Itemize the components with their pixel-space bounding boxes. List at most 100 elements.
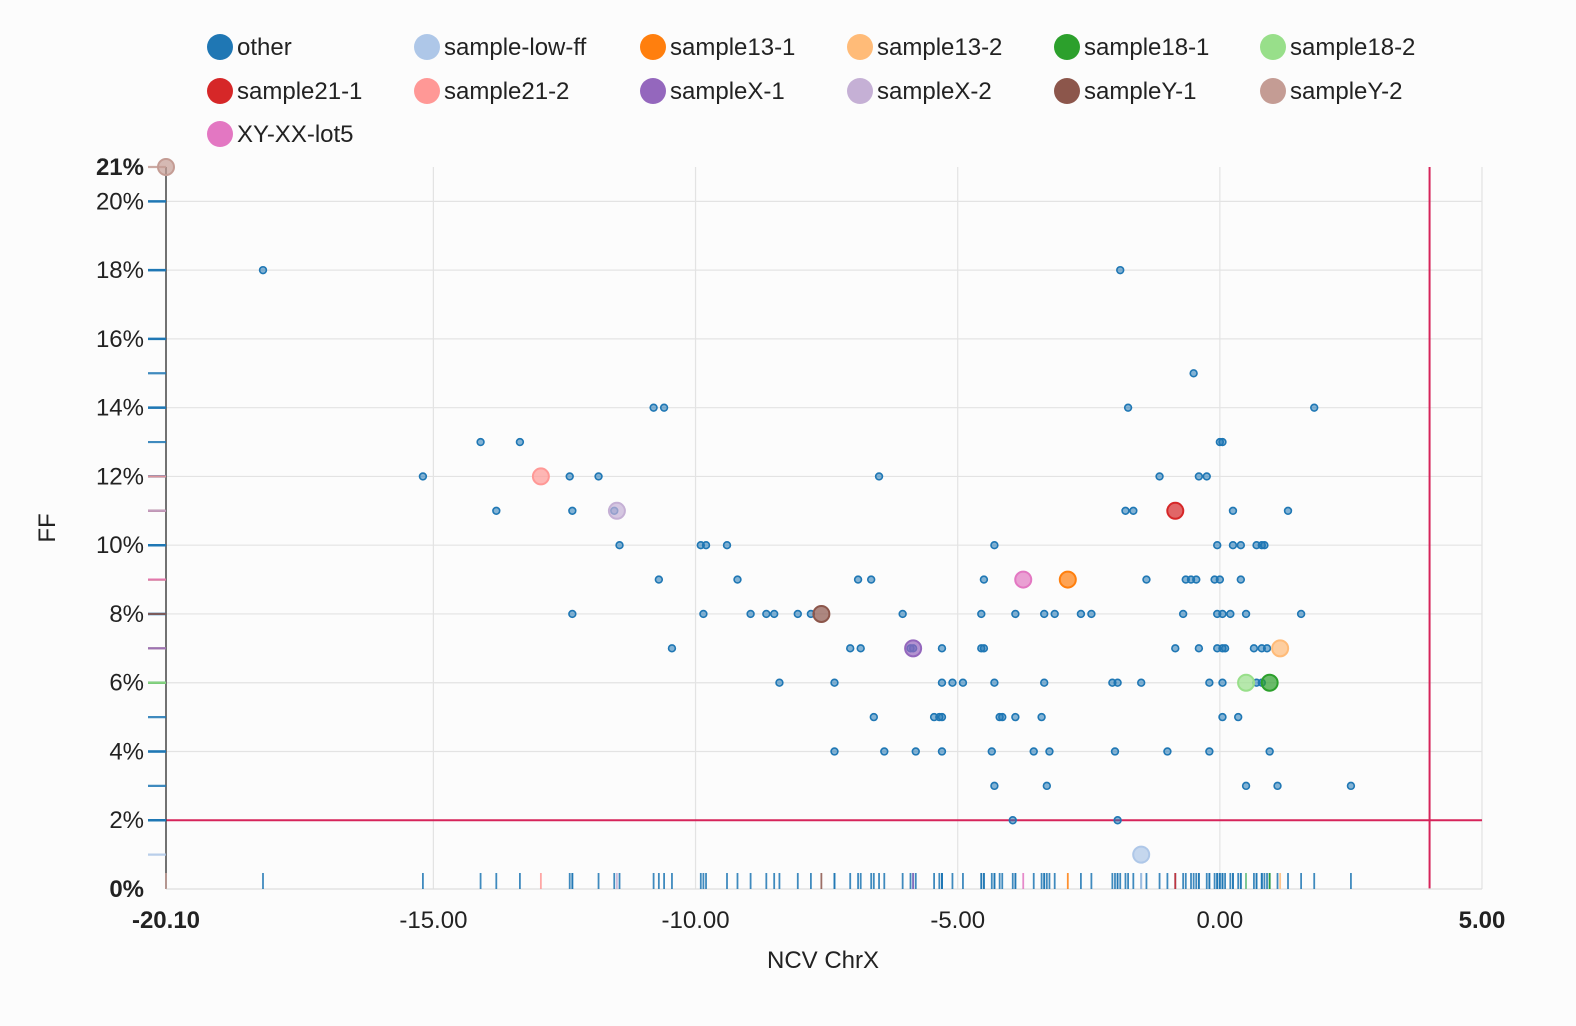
- data-point: [1218, 712, 1227, 722]
- data-point: [1011, 609, 1020, 619]
- data-point: [1011, 712, 1020, 722]
- data-point: [1205, 678, 1214, 687]
- data-point: [1137, 678, 1146, 687]
- data-point: [769, 609, 779, 619]
- y-tick-label: 14%: [96, 395, 144, 422]
- y-tick-label: 4%: [109, 738, 144, 765]
- data-point: [866, 575, 876, 584]
- data-point: [1155, 472, 1164, 481]
- x-tick-label: -20.10: [132, 907, 200, 934]
- x-tick-label: -15.00: [399, 907, 467, 934]
- legend-label: other: [237, 34, 292, 61]
- data-point: [1189, 369, 1198, 378]
- data-point: [1346, 781, 1356, 791]
- data-point: [937, 747, 947, 756]
- data-point: [1218, 678, 1227, 687]
- data-point: [1110, 747, 1120, 756]
- data-point: [898, 609, 907, 619]
- data-point: [722, 540, 732, 550]
- legend-swatch: [847, 78, 873, 104]
- data-point: [1213, 540, 1222, 550]
- data-point: [1113, 678, 1122, 687]
- legend-label: sample18-2: [1290, 34, 1415, 61]
- data-point: [793, 609, 802, 619]
- data-point: [1273, 781, 1282, 791]
- data-point: [987, 747, 996, 756]
- data-point: [1233, 712, 1243, 722]
- data-points: [157, 158, 1356, 864]
- data-point: [1283, 506, 1293, 516]
- legend-label: sampleX-2: [877, 78, 992, 105]
- data-point: [1228, 540, 1238, 550]
- data-point: [492, 506, 501, 516]
- data-point: [853, 575, 863, 584]
- legend-swatch: [640, 78, 666, 104]
- data-point: [1265, 747, 1274, 756]
- data-point: [649, 403, 658, 412]
- sample-point: [812, 604, 831, 623]
- data-point: [1008, 816, 1017, 825]
- legend-swatch: [847, 34, 873, 60]
- data-point: [1042, 781, 1052, 791]
- data-point: [1194, 472, 1204, 481]
- legend-label: sample18-1: [1084, 34, 1209, 61]
- y-tick-label: 8%: [109, 601, 144, 628]
- data-point: [476, 437, 485, 447]
- axes: -20.10 -15.00 -10.00 -5.00 0.00 5.00 0% 2% 4% 6% 8…: [96, 154, 1505, 934]
- data-point: [1205, 747, 1214, 756]
- y-tick-label: 21%: [96, 154, 144, 181]
- data-point: [1260, 540, 1269, 550]
- data-point: [1249, 644, 1259, 653]
- x-tick-label: 5.00: [1459, 907, 1506, 934]
- data-point: [1040, 678, 1049, 687]
- data-point: [418, 472, 428, 481]
- data-point: [667, 644, 677, 653]
- threshold-lines: [166, 167, 1482, 889]
- data-point: [1087, 609, 1096, 619]
- x-axis-label: NCV ChrX: [767, 947, 879, 974]
- data-point: [874, 472, 884, 481]
- data-point: [937, 712, 947, 722]
- y-tick-label: 0%: [109, 876, 144, 903]
- data-point: [937, 644, 947, 653]
- data-point: [1236, 540, 1246, 550]
- sample-point: [1271, 639, 1290, 658]
- data-point: [979, 644, 989, 653]
- data-point: [846, 644, 855, 653]
- rug-marks: [148, 165, 1352, 889]
- sample-point: [1260, 673, 1279, 692]
- data-point: [1076, 609, 1086, 619]
- data-point: [830, 678, 839, 687]
- legend-label: sample-low-ff: [444, 34, 587, 61]
- data-point: [1050, 609, 1059, 619]
- data-point: [615, 540, 624, 550]
- data-point: [1123, 403, 1133, 412]
- data-point: [1202, 472, 1211, 481]
- legend-swatch: [1260, 78, 1286, 104]
- data-point: [977, 609, 986, 619]
- data-point: [948, 678, 957, 687]
- gridlines: [166, 167, 1483, 889]
- data-point: [1045, 747, 1054, 756]
- data-point: [998, 712, 1007, 722]
- data-point: [1296, 609, 1306, 619]
- data-point: [565, 472, 574, 481]
- x-tick-label: -5.00: [930, 907, 985, 934]
- data-point: [979, 575, 989, 584]
- data-point: [775, 678, 784, 687]
- data-point: [1178, 609, 1188, 619]
- legend-swatch: [414, 34, 440, 60]
- y-tick-label: 12%: [96, 463, 144, 490]
- data-point: [1121, 506, 1130, 516]
- data-point: [1037, 712, 1046, 722]
- y-tick-label: 20%: [96, 188, 144, 215]
- data-point: [699, 609, 708, 619]
- data-point: [594, 472, 603, 481]
- data-point: [1163, 747, 1172, 756]
- data-point: [1241, 609, 1251, 619]
- legend-label: sampleY-1: [1084, 78, 1197, 105]
- data-point: [1171, 644, 1180, 653]
- data-point: [990, 540, 999, 550]
- legend-label: sampleX-1: [670, 78, 785, 105]
